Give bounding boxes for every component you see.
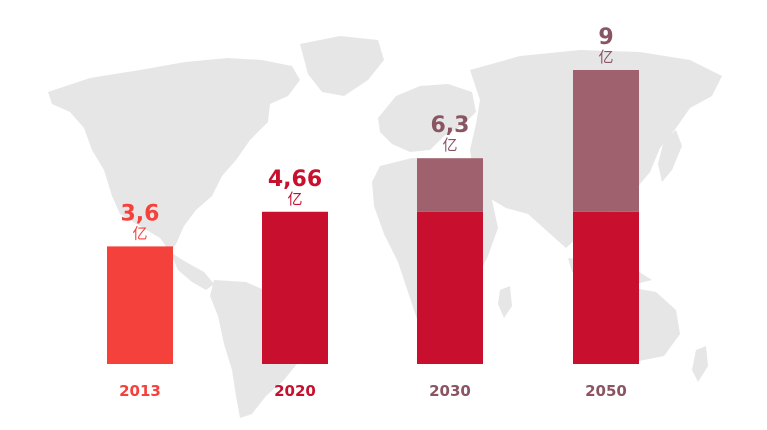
bars-layer [107,70,639,364]
bar-2030-increment [417,158,483,212]
x-tick-2013: 2013 [119,382,161,400]
map-japan [658,130,682,182]
map-north-america [48,58,300,252]
x-tick-2030: 2030 [429,382,471,400]
value-label-2020: 4,66 [268,167,322,192]
map-greenland [300,36,384,96]
bar-2050-increment [573,70,639,212]
value-label-2013: 3,6 [121,201,160,226]
map-new-zealand [692,346,708,382]
value-label-2050: 9 [598,25,613,50]
bar-2013-base [107,246,173,364]
bar-2020-base [262,211,328,364]
value-label-2030: 6,3 [431,113,470,138]
bar-2030-base [417,211,483,364]
unit-label-2030: 亿 [442,136,457,154]
bar-2050-base [573,211,639,364]
x-tick-2050: 2050 [585,382,627,400]
map-central-america [170,252,214,290]
unit-label-2013: 亿 [132,224,147,242]
x-tick-2020: 2020 [274,382,316,400]
unit-label-2020: 亿 [287,190,302,208]
map-europe [378,84,476,152]
map-madagascar [498,286,512,318]
unit-label-2050: 亿 [598,48,613,66]
